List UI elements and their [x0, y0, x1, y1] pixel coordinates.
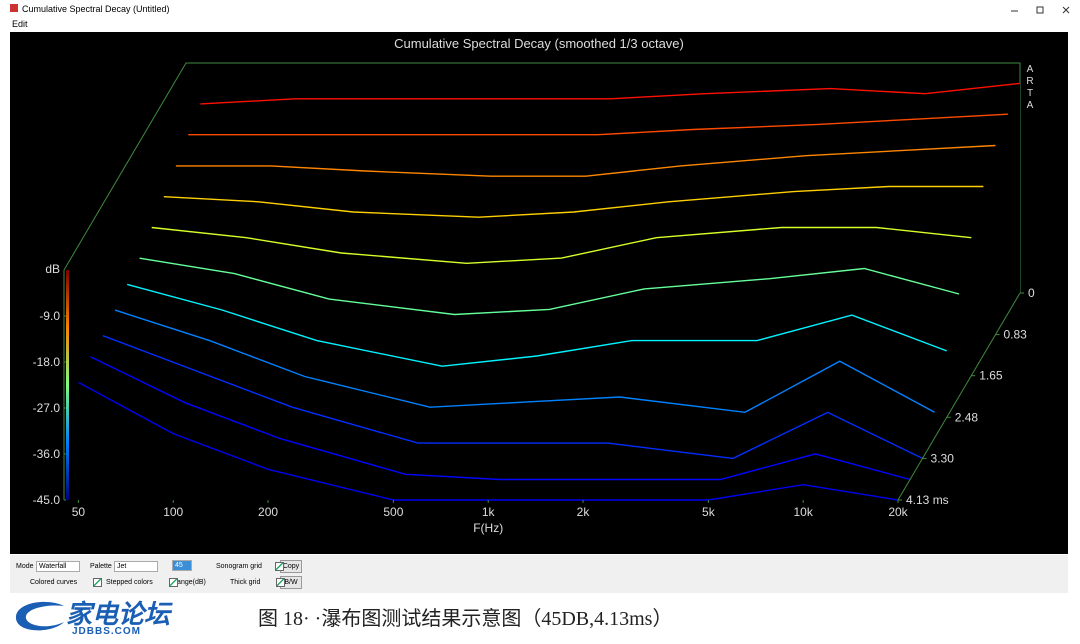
z-tick-label: 2.48 [955, 410, 979, 424]
chart-title: Cumulative Spectral Decay (smoothed 1/3 … [394, 36, 684, 51]
footer: 家电论坛 JDBBS.COM 图 18· ·瀑布图测试结果示意图（45DB,4.… [0, 594, 1080, 644]
z-tick-label: 4.13 ms [906, 493, 949, 507]
y-axis-label: dB [45, 262, 60, 276]
x-tick-label: 5k [702, 505, 716, 519]
logo-text: 家电论坛 [66, 599, 171, 629]
decay-curve [139, 257, 960, 316]
decay-curve [102, 335, 923, 460]
label: Mode [16, 563, 34, 570]
brand-letter: T [1027, 88, 1033, 99]
slice-mask [78, 382, 898, 500]
app-icon [10, 4, 18, 12]
close[interactable] [1062, 6, 1070, 14]
logo-icon [15, 601, 64, 631]
spin-box[interactable]: 45 [172, 560, 192, 571]
menu-item[interactable]: Edit [12, 19, 28, 29]
y-tick-label: -18.0 [33, 355, 61, 369]
title-bar: Cumulative Spectral Decay (Untitled) [0, 0, 1080, 18]
x-tick-label: 20k [888, 505, 908, 519]
decay-curve [175, 144, 996, 177]
z-tick-label: 1.65 [979, 369, 1003, 383]
chart: Cumulative Spectral Decay (smoothed 1/3 … [10, 32, 1068, 554]
control-panel: Mode Waterfall Palette Jet 45 Range(dB) … [10, 555, 1068, 593]
slice-mask [90, 356, 911, 480]
decay-curve [127, 283, 947, 367]
decay-curve [188, 113, 1008, 136]
decay-curve [163, 185, 984, 218]
maximize[interactable] [1036, 6, 1044, 14]
x-tick-label: 1k [482, 505, 496, 519]
z-tick-label: 0.83 [1003, 328, 1027, 342]
y-tick-label: -9.0 [39, 309, 60, 323]
button[interactable]: Copy [280, 560, 302, 573]
x-tick-label: 2k [577, 505, 591, 519]
z-tick-label: 3.30 [931, 451, 955, 465]
logo-subtext: JDBBS.COM [72, 626, 142, 637]
y-tick-label: -45.0 [33, 493, 61, 507]
checkbox[interactable] [168, 578, 178, 587]
y-tick-label: -36.0 [33, 447, 61, 461]
checkbox[interactable] [276, 578, 285, 587]
x-tick-label: 100 [163, 505, 183, 519]
label: Range(dB) [172, 579, 206, 586]
decay-curve [200, 82, 1021, 105]
z-tick-label: 0 [1028, 286, 1035, 300]
checkbox-label: Colored curves [30, 579, 78, 586]
decay-curve [151, 226, 972, 265]
x-axis-label: F(Hz) [473, 521, 503, 535]
z-axis [897, 292, 1021, 501]
x-tick-label: 50 [72, 505, 86, 519]
checkbox-label: Sonogram grid [216, 563, 262, 570]
caption: 图 18· ·瀑布图测试结果示意图（45DB,4.13ms） [258, 608, 673, 630]
y-tick-label: -27.0 [33, 401, 61, 415]
dropdown[interactable]: Jet [114, 561, 158, 572]
brand-letter: R [1026, 76, 1033, 87]
decay-curve [114, 309, 935, 414]
checkbox[interactable] [274, 562, 284, 571]
label: Palette [90, 563, 112, 570]
window-buttons[interactable] [1005, 3, 1075, 17]
checkbox-label: Stepped colors [106, 579, 153, 586]
slice-mask [102, 335, 923, 459]
brand-letter: A [1027, 100, 1034, 111]
slice-mask [115, 310, 935, 438]
decay-curve [90, 356, 911, 481]
x-tick-label: 10k [794, 505, 814, 519]
brand-letter: A [1027, 64, 1034, 75]
x-tick-label: 500 [383, 505, 403, 519]
window-title: Cumulative Spectral Decay (Untitled) [22, 4, 170, 14]
dropdown[interactable]: Waterfall [36, 561, 80, 572]
checkbox[interactable] [92, 578, 102, 587]
x-tick-label: 200 [258, 505, 278, 519]
checkbox-label: Thick grid [230, 579, 261, 586]
color-scale [66, 270, 69, 500]
